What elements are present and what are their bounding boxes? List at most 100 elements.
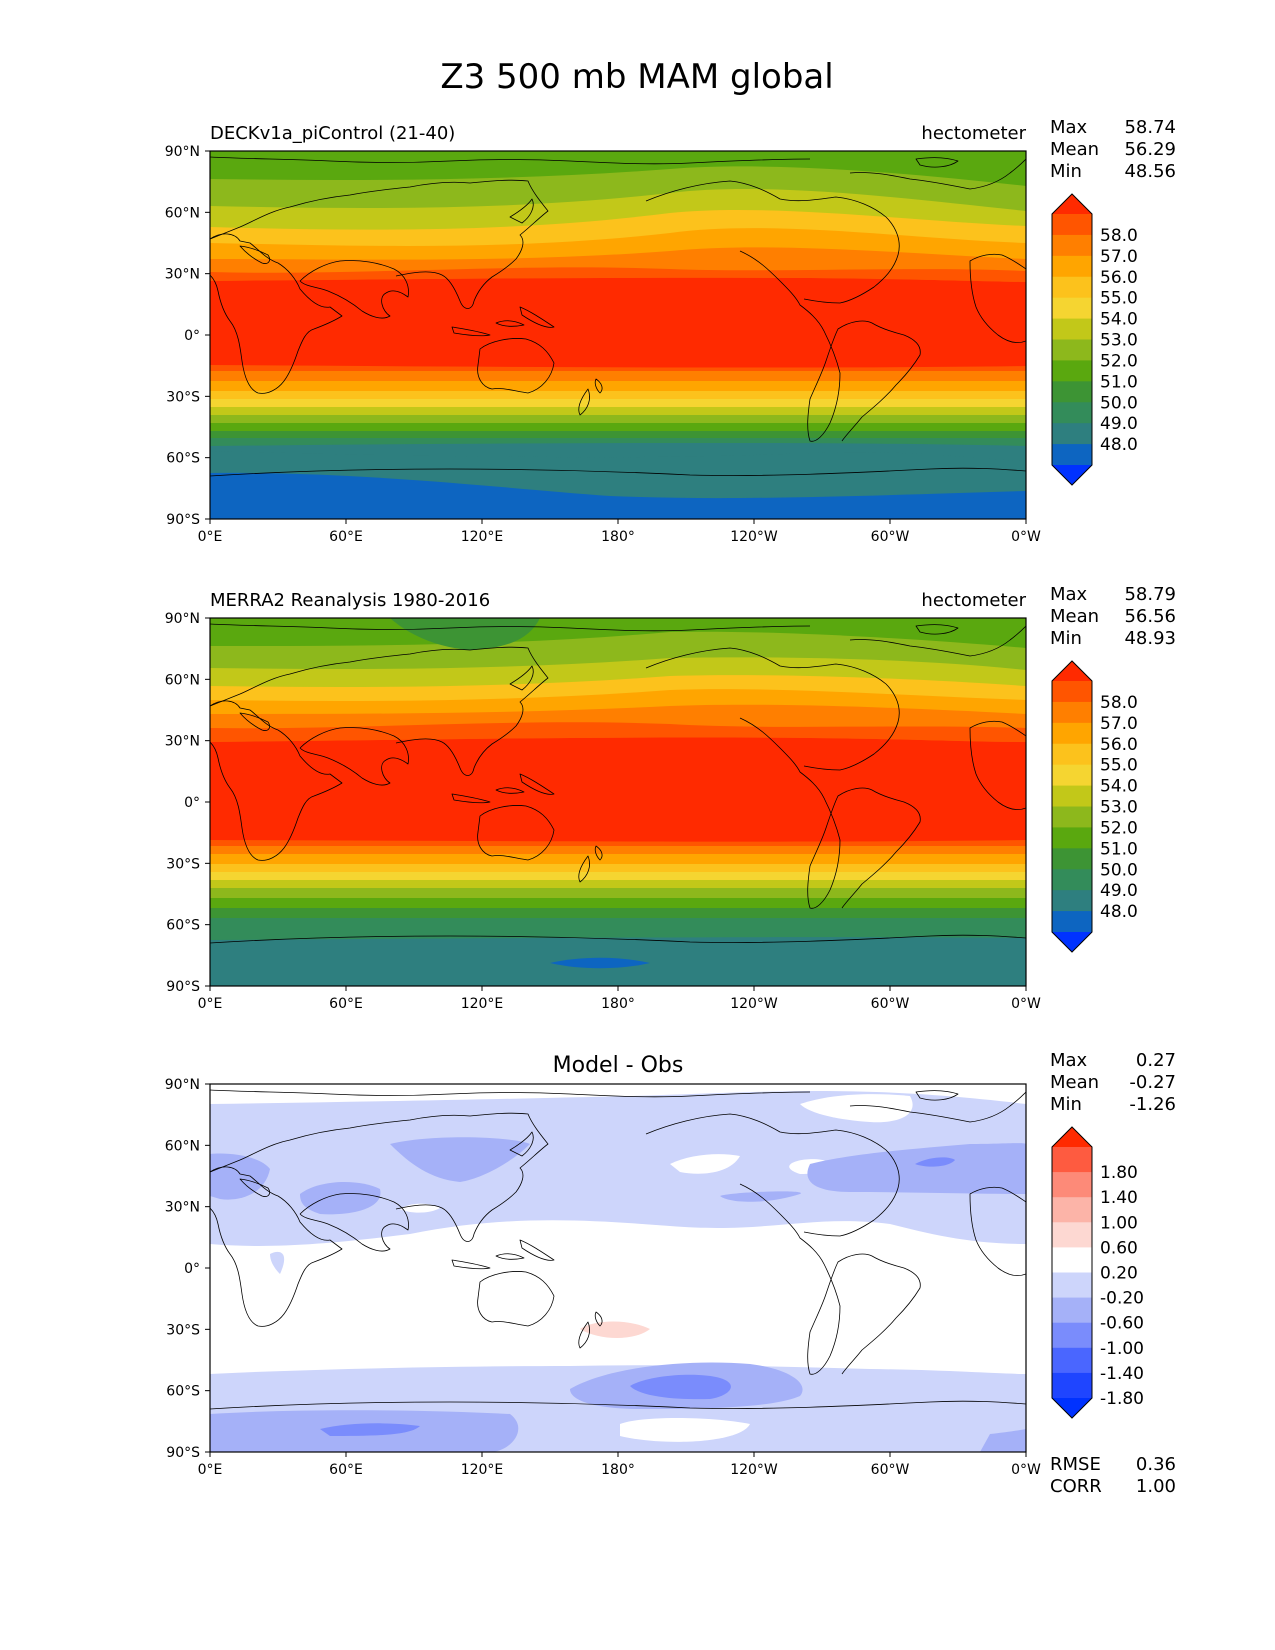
colorbar-tick-label: 55.0 bbox=[1100, 289, 1138, 309]
colorbar-tick-label: 58.0 bbox=[1100, 226, 1138, 246]
colorbar-tick-label: 54.0 bbox=[1100, 310, 1138, 330]
map-field-1 bbox=[210, 151, 1026, 519]
lat-tick-label: 90°S bbox=[166, 512, 200, 528]
colorbar-min-extension bbox=[1052, 1398, 1092, 1418]
colorbar-tick-label: 49.0 bbox=[1100, 414, 1138, 434]
colorbar-segment bbox=[1052, 423, 1092, 445]
lon-tick-label: 60°W bbox=[871, 996, 910, 1012]
colorbar-tick-label: 54.0 bbox=[1100, 777, 1138, 797]
colorbar-tick-label: -0.60 bbox=[1100, 1314, 1144, 1334]
lat-tick-label: 60°N bbox=[165, 672, 200, 688]
lon-tick-label: 0°W bbox=[1011, 1462, 1041, 1478]
lon-tick-label: 120°E bbox=[461, 996, 504, 1012]
colorbar-max-extension bbox=[1052, 661, 1092, 681]
stat-min-value: 48.93 bbox=[1124, 628, 1176, 649]
colorbar-segment bbox=[1052, 297, 1092, 320]
lon-tick-label: 120°W bbox=[730, 1462, 778, 1478]
colorbar-segment bbox=[1052, 1197, 1092, 1223]
colorbar-segment bbox=[1052, 806, 1092, 828]
lon-tick-label: 60°E bbox=[329, 996, 363, 1012]
stat-min-label: Min bbox=[1050, 628, 1082, 649]
colorbar-tick-label: 51.0 bbox=[1100, 372, 1138, 392]
colorbar-segment bbox=[1052, 681, 1092, 703]
map-field-2 bbox=[210, 618, 1026, 986]
stat-max-value: 58.74 bbox=[1124, 117, 1176, 138]
colorbar-tick-label: 50.0 bbox=[1100, 860, 1138, 880]
colorbar-max-extension bbox=[1052, 194, 1092, 214]
colorbar-segment bbox=[1052, 402, 1092, 424]
lat-tick-label: 60°S bbox=[166, 918, 200, 934]
lon-tick-label: 120°W bbox=[730, 996, 778, 1012]
colorbar-segment bbox=[1052, 234, 1092, 257]
figure-title: Z3 500 mb MAM global bbox=[440, 57, 833, 97]
colorbar-segment bbox=[1052, 848, 1092, 870]
colorbar-segment bbox=[1052, 1322, 1092, 1349]
colorbar-tick-label: 48.0 bbox=[1100, 902, 1138, 922]
stat-mean-value: -0.27 bbox=[1129, 1072, 1176, 1093]
lat-tick-label: 60°N bbox=[165, 1138, 200, 1154]
colorbar-tick-label: 57.0 bbox=[1100, 247, 1138, 267]
colorbar-tick-label: 49.0 bbox=[1100, 881, 1138, 901]
map-field-3 bbox=[210, 1084, 1026, 1452]
colorbar-segment bbox=[1052, 214, 1092, 236]
panel-3: 90°N 60°N 30°N 0° 30°S 60°S 90°S0°E 60°E 120°E 18… bbox=[165, 1050, 1176, 1497]
panel-title: DECKv1a_piControl (21-40) bbox=[210, 123, 455, 144]
panel-title: MERRA2 Reanalysis 1980-2016 bbox=[210, 590, 490, 611]
colorbar-outline bbox=[1051, 193, 1093, 486]
lat-tick-label: 90°N bbox=[165, 144, 200, 160]
colorbar-segment bbox=[1052, 764, 1092, 787]
colorbar-tick-label: 52.0 bbox=[1100, 351, 1138, 371]
colorbar-segment bbox=[1052, 1247, 1092, 1273]
stat-max-value: 58.79 bbox=[1124, 584, 1176, 605]
colorbar-tick-label: -1.00 bbox=[1100, 1339, 1144, 1359]
lon-tick-label: 0°E bbox=[198, 529, 223, 545]
panel-title: Model - Obs bbox=[553, 1053, 684, 1078]
stat-min-value: -1.26 bbox=[1129, 1094, 1176, 1115]
colorbar-segment bbox=[1052, 911, 1092, 933]
lon-tick-label: 0°E bbox=[198, 1462, 223, 1478]
colorbar-tick-label: -1.40 bbox=[1100, 1364, 1144, 1384]
lon-tick-label: 0°W bbox=[1011, 996, 1041, 1012]
colorbar-segment bbox=[1052, 722, 1092, 745]
colorbar-segment bbox=[1052, 1272, 1092, 1299]
colorbar-segment bbox=[1052, 890, 1092, 912]
lon-tick-label: 180° bbox=[601, 1462, 635, 1478]
colorbar-segment bbox=[1052, 360, 1092, 382]
lat-tick-label: 0° bbox=[184, 328, 200, 344]
lat-tick-label: 90°N bbox=[165, 611, 200, 627]
stat-mean-label: Mean bbox=[1050, 1072, 1099, 1093]
stat-min-value: 48.56 bbox=[1124, 161, 1176, 182]
colorbar-tick-label: -0.20 bbox=[1100, 1289, 1144, 1309]
colorbar-segment bbox=[1052, 827, 1092, 849]
lat-tick-label: 30°S bbox=[166, 856, 200, 872]
colorbar-tick-label: 50.0 bbox=[1100, 393, 1138, 413]
colorbar-tick-label: 1.00 bbox=[1100, 1213, 1138, 1233]
colorbar-tick-label: 1.80 bbox=[1100, 1163, 1138, 1183]
lat-tick-label: 60°S bbox=[166, 451, 200, 467]
colorbar-tick-label: 56.0 bbox=[1100, 268, 1138, 288]
lat-tick-label: 90°S bbox=[166, 979, 200, 995]
lat-tick-label: 30°S bbox=[166, 1322, 200, 1338]
colorbar-segment bbox=[1052, 444, 1092, 466]
lat-tick-label: 60°N bbox=[165, 205, 200, 221]
lon-tick-label: 120°W bbox=[730, 529, 778, 545]
stat-mean-label: Mean bbox=[1050, 606, 1099, 627]
lat-tick-label: 30°S bbox=[166, 389, 200, 405]
colorbar-segment bbox=[1052, 869, 1092, 891]
stat-min-label: Min bbox=[1050, 161, 1082, 182]
units-label: hectometer bbox=[921, 590, 1026, 611]
colorbar-tick-label: 58.0 bbox=[1100, 693, 1138, 713]
panel-1: 90°N 60°N 30°N 0° 30°S 60°S 90°S0°E 60°E 120°E 18… bbox=[165, 117, 1176, 545]
units-label: hectometer bbox=[921, 123, 1026, 144]
colorbar-tick-label: 1.40 bbox=[1100, 1188, 1138, 1208]
lon-tick-label: 180° bbox=[601, 529, 635, 545]
colorbar-segment bbox=[1052, 701, 1092, 724]
lat-tick-label: 0° bbox=[184, 795, 200, 811]
lon-tick-label: 180° bbox=[601, 996, 635, 1012]
stat-mean-value: 56.29 bbox=[1124, 139, 1176, 160]
lat-tick-label: 30°N bbox=[165, 734, 200, 750]
colorbar-segment bbox=[1052, 1347, 1092, 1374]
colorbar-1: 58.057.056.055.054.053.052.051.050.049.0… bbox=[1051, 193, 1138, 486]
colorbar-segment bbox=[1052, 255, 1092, 278]
